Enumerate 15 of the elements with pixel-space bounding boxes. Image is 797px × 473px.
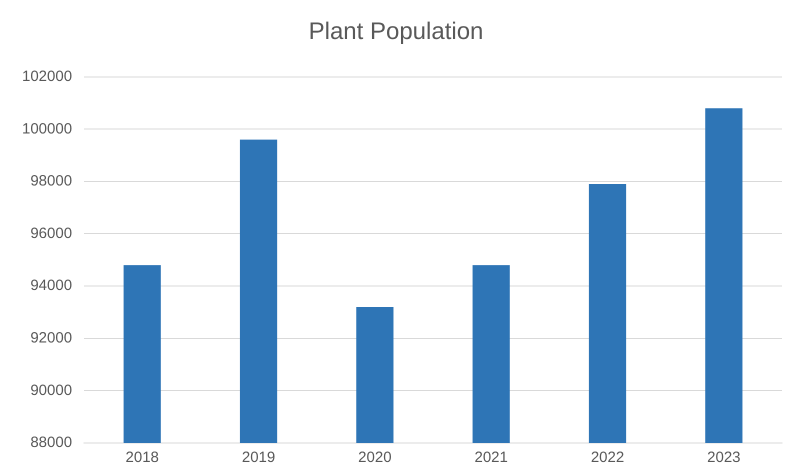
y-tick-label: 98000 <box>30 172 72 190</box>
y-tick-label: 100000 <box>22 120 72 138</box>
x-tick-label: 2023 <box>707 449 741 466</box>
x-tick-label: 2021 <box>474 449 508 466</box>
x-tick-label: 2020 <box>358 449 392 466</box>
y-tick-label: 88000 <box>30 434 72 452</box>
y-tick-label: 92000 <box>30 330 72 347</box>
y-tick-label: 94000 <box>30 277 72 294</box>
x-tick-label: 2022 <box>590 449 624 466</box>
y-tick-label: 90000 <box>30 382 72 399</box>
y-tick-label: 96000 <box>30 224 72 242</box>
x-tick-label: 2019 <box>242 449 276 466</box>
chart-title: Plant Population <box>308 18 484 46</box>
x-tick-label: 2018 <box>126 449 159 466</box>
y-tick-label: 102000 <box>22 68 72 85</box>
